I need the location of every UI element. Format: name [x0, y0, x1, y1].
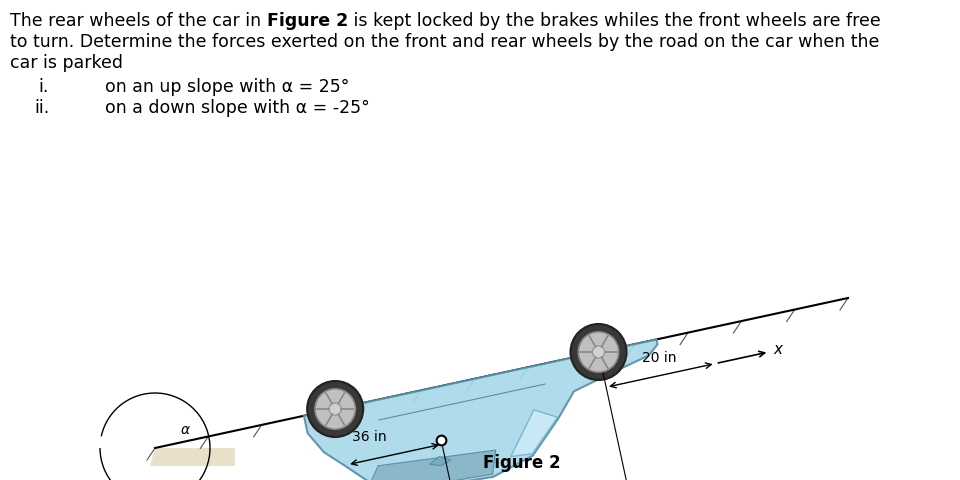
Polygon shape [304, 339, 658, 480]
Text: 36 in: 36 in [352, 431, 387, 444]
Text: 20 in: 20 in [641, 351, 676, 365]
Text: α: α [180, 423, 189, 437]
Circle shape [329, 403, 342, 415]
Text: on an up slope with α = 25°: on an up slope with α = 25° [105, 78, 349, 96]
Circle shape [578, 332, 618, 372]
Text: Figure 2: Figure 2 [483, 454, 561, 472]
Text: x: x [773, 342, 782, 358]
Polygon shape [372, 450, 495, 480]
Polygon shape [150, 448, 235, 466]
Text: The rear wheels of the car in: The rear wheels of the car in [10, 12, 267, 30]
Circle shape [570, 324, 627, 380]
Circle shape [315, 389, 355, 429]
Text: on a down slope with α = -25°: on a down slope with α = -25° [105, 99, 370, 117]
Text: to turn. Determine the forces exerted on the front and rear wheels by the road o: to turn. Determine the forces exerted on… [10, 33, 879, 51]
Text: ii.: ii. [34, 99, 49, 117]
Circle shape [592, 346, 605, 358]
Circle shape [307, 381, 363, 437]
Polygon shape [511, 410, 558, 456]
Text: car is parked: car is parked [10, 54, 123, 72]
Text: i.: i. [38, 78, 48, 96]
Text: is kept locked by the brakes whiles the front wheels are free: is kept locked by the brakes whiles the … [348, 12, 880, 30]
Polygon shape [430, 456, 451, 466]
Text: Figure 2: Figure 2 [267, 12, 348, 30]
